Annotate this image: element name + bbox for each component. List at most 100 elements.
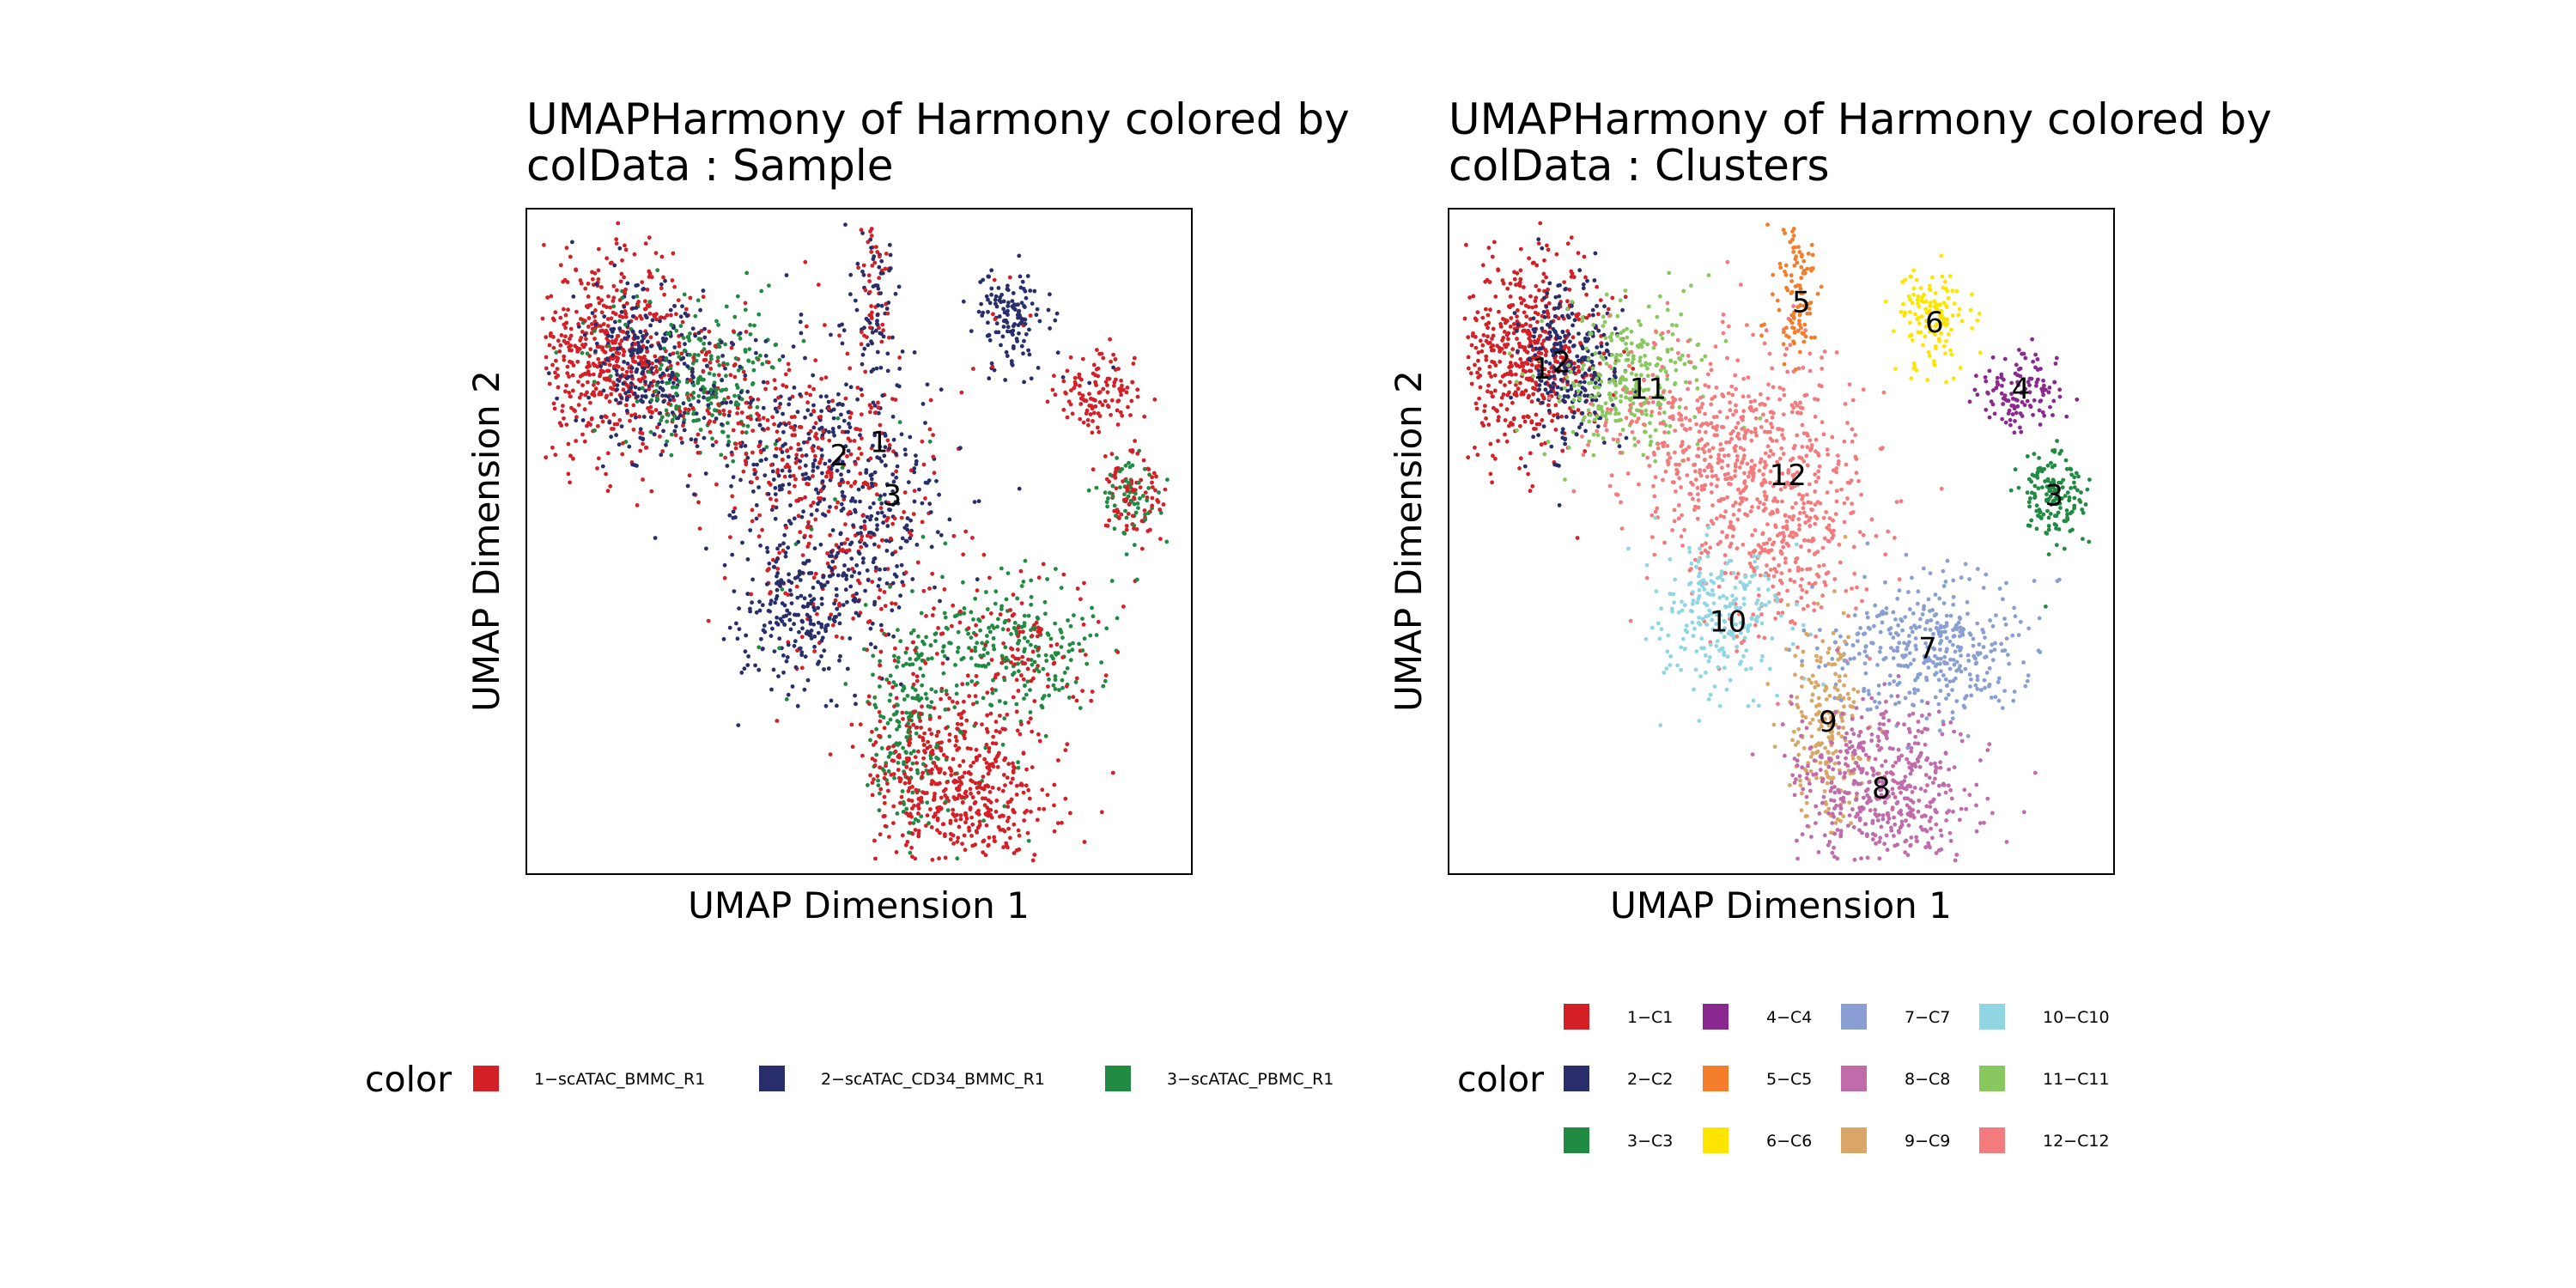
cell-point [1518, 276, 1523, 282]
cell-point [701, 289, 706, 293]
cell-point [716, 323, 720, 327]
cell-point [1548, 334, 1553, 339]
cell-point [910, 831, 915, 836]
cell-point [984, 590, 988, 594]
cell-point [884, 538, 889, 544]
cell-point [1081, 420, 1086, 425]
cell-point [1042, 806, 1047, 811]
cell-point [1089, 698, 1094, 703]
cell-point [1595, 284, 1599, 289]
cell-point [756, 534, 762, 539]
cell-point [730, 552, 735, 557]
cell-point [696, 432, 701, 437]
cell-point [981, 310, 986, 315]
cell-point [635, 350, 641, 355]
cell-point [1539, 442, 1544, 447]
cell-point [877, 276, 882, 281]
cell-point [1003, 783, 1007, 787]
cell-point [744, 452, 749, 457]
cell-point [1022, 613, 1027, 618]
cell-point [1026, 720, 1031, 725]
cell-point [1527, 256, 1531, 261]
cell-point [1095, 348, 1099, 352]
cell-point [971, 760, 976, 765]
cell-point [908, 518, 913, 523]
cell-point [984, 761, 989, 765]
cell-point [1115, 399, 1121, 404]
cell-point [852, 569, 857, 574]
cell-point [615, 346, 620, 351]
cell-point [920, 683, 924, 688]
cell-point [1030, 301, 1035, 306]
cell-point [843, 444, 848, 449]
cell-point [1542, 367, 1547, 372]
cell-point [567, 374, 571, 379]
cell-point [1534, 283, 1539, 289]
cell-point [1122, 492, 1127, 497]
cell-point [1514, 393, 1519, 398]
cell-point [1023, 321, 1028, 326]
cell-point [624, 301, 629, 306]
cell-point [1800, 587, 1805, 592]
cell-point [644, 362, 649, 368]
cell-point [1042, 599, 1048, 605]
cell-point [627, 444, 632, 449]
cell-point [647, 300, 653, 304]
cell-point [1008, 835, 1012, 841]
cell-point [631, 428, 636, 432]
cell-point [841, 418, 847, 423]
cell-point [722, 397, 726, 402]
cell-point [1499, 395, 1504, 400]
cell-point [1080, 648, 1085, 653]
cell-point [825, 551, 829, 556]
cell-point [1589, 377, 1595, 382]
cell-point [606, 333, 611, 338]
cell-point [1005, 325, 1011, 330]
cell-point [1577, 383, 1582, 387]
cell-point [891, 821, 896, 825]
cell-point [696, 500, 701, 505]
cell-point [563, 334, 568, 339]
cell-point [1651, 345, 1656, 350]
cell-point [1012, 621, 1018, 625]
cell-point [580, 373, 585, 377]
cell-point [872, 556, 878, 561]
cell-point [1154, 474, 1158, 479]
cell-point [1500, 338, 1504, 343]
cell-point [910, 785, 914, 789]
cell-point [1540, 279, 1546, 284]
cell-point [685, 391, 690, 396]
cell-point [1040, 787, 1045, 793]
cell-point [832, 433, 836, 438]
cell-point [1714, 386, 1719, 390]
cell-point [792, 516, 797, 521]
cell-point [630, 314, 635, 319]
cell-point [1091, 362, 1097, 368]
cell-point [905, 516, 910, 520]
cell-point [1623, 369, 1628, 374]
cell-point [800, 553, 805, 557]
cell-point [663, 278, 667, 283]
cell-point [1596, 328, 1601, 333]
cell-point [1504, 319, 1510, 324]
cell-point [868, 229, 872, 234]
cell-point [598, 368, 604, 373]
cell-point [1657, 294, 1662, 299]
cell-point [929, 656, 934, 661]
cell-point [1025, 679, 1030, 684]
cell-point [678, 314, 683, 319]
cell-point [717, 363, 722, 368]
cell-point [892, 704, 896, 708]
cell-point [1560, 313, 1564, 319]
cell-point [1088, 412, 1093, 416]
cell-point [816, 446, 821, 450]
cell-point [839, 412, 843, 417]
cell-point [690, 405, 696, 410]
cell-point [1580, 410, 1585, 416]
cell-point [1487, 371, 1492, 376]
cell-point [592, 380, 597, 384]
cell-point [1497, 309, 1501, 314]
cell-point [1471, 294, 1476, 299]
cell-point [1165, 477, 1170, 482]
cell-point [879, 258, 884, 264]
